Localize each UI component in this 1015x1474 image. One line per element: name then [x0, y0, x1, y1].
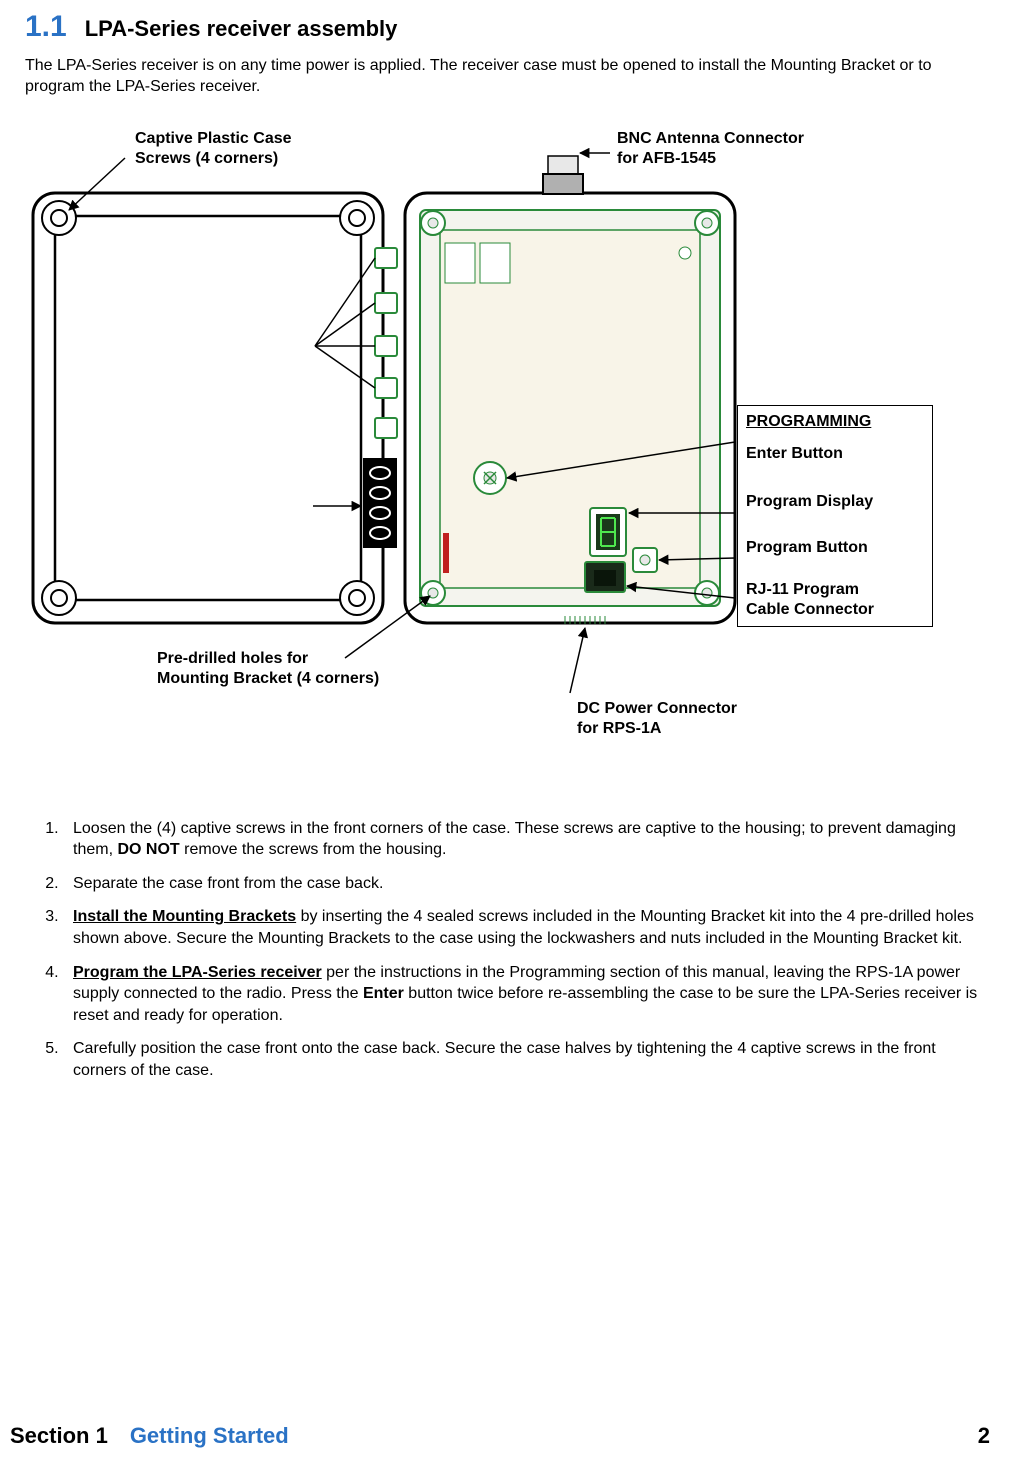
- footer-page: 2: [978, 1423, 990, 1449]
- diagram-svg: [25, 118, 985, 778]
- assembly-diagram: Captive Plastic CaseScrews (4 corners) B…: [25, 118, 985, 778]
- instruction-list: Loosen the (4) captive screws in the fro…: [35, 818, 990, 1082]
- intro-paragraph: The LPA-Series receiver is on any time p…: [25, 56, 990, 98]
- step-1: Loosen the (4) captive screws in the fro…: [63, 818, 990, 861]
- section-number: 1.1: [25, 10, 67, 44]
- page-footer: Section 1 Getting Started 2: [10, 1423, 990, 1449]
- step-2: Separate the case front from the case ba…: [63, 873, 990, 895]
- step-3: Install the Mounting Brackets by inserti…: [63, 906, 990, 949]
- back-case: [405, 156, 735, 624]
- footer-name: Getting Started: [130, 1423, 289, 1449]
- front-case: [33, 193, 397, 623]
- footer-section: Section 1: [10, 1423, 108, 1449]
- step-5: Carefully position the case front onto t…: [63, 1038, 990, 1081]
- section-heading: 1.1 LPA-Series receiver assembly: [25, 10, 990, 44]
- section-title: LPA-Series receiver assembly: [85, 16, 398, 42]
- step-4: Program the LPA-Series receiver per the …: [63, 962, 990, 1027]
